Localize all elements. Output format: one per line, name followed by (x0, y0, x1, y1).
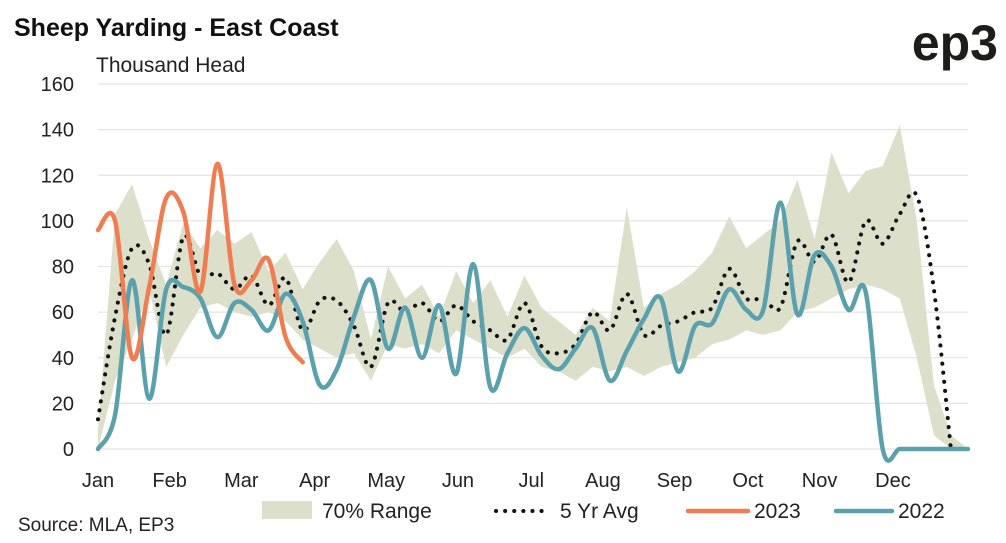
x-tick-label: May (367, 470, 405, 492)
y-tick-label: 160 (41, 74, 74, 96)
x-tick-label: Jul (519, 470, 545, 492)
source-note: Source: MLA, EP3 (18, 515, 174, 536)
y-tick-label: 80 (52, 257, 74, 279)
y-tick-label: 140 (41, 120, 74, 142)
plot-area (95, 125, 971, 463)
series-line-2022 (95, 200, 971, 463)
x-tick-label: Mar (224, 470, 259, 492)
legend-label-range: 70% Range (322, 500, 432, 523)
legend-label-2023: 2023 (754, 500, 801, 523)
x-tick-label: Jun (442, 470, 474, 492)
y-axis-unit-label: Thousand Head (96, 54, 245, 77)
series-line-2023 (95, 161, 305, 365)
y-axis-ticks: 0 20 40 60 80 100 120 140 160 (41, 74, 74, 461)
y-tick-label: 100 (41, 211, 74, 233)
ep3-logo: ep3 (912, 15, 998, 71)
legend: 70% Range 5 Yr Avg 2023 2022 (262, 500, 945, 523)
legend-label-2022: 2022 (898, 500, 945, 523)
x-axis-ticks: Jan Feb Mar Apr May Jun Jul Aug Sep Oct Nov Dec (82, 470, 911, 492)
y-tick-label: 20 (52, 393, 74, 415)
series-line-5-yr-avg (96, 190, 953, 451)
x-tick-label: Oct (732, 470, 764, 492)
y-tick-label: 40 (52, 348, 74, 370)
legend-label-5yr-avg: 5 Yr Avg (560, 500, 639, 523)
x-tick-label: Jan (82, 470, 114, 492)
x-tick-label: Aug (585, 470, 621, 492)
x-tick-label: Nov (802, 470, 838, 492)
y-tick-label: 0 (63, 439, 74, 461)
x-tick-label: Sep (657, 470, 693, 492)
x-tick-label: Feb (152, 470, 186, 492)
x-tick-label: Dec (875, 470, 911, 492)
x-tick-label: Apr (299, 470, 330, 492)
y-tick-label: 60 (52, 302, 74, 324)
chart-title: Sheep Yarding - East Coast (14, 14, 339, 42)
legend-swatch-range (262, 501, 312, 519)
y-tick-label: 120 (41, 165, 74, 187)
